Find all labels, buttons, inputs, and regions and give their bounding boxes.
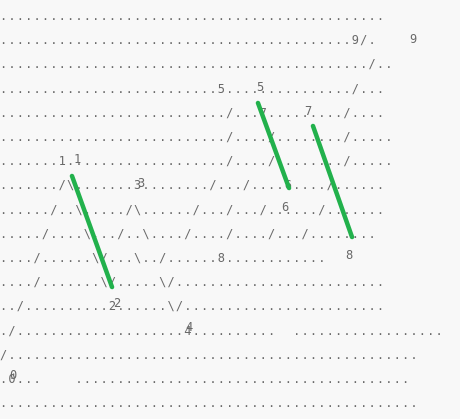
ascii-row: ..../......\/...\../......8............ xyxy=(0,251,327,265)
point-label-3: 3 xyxy=(138,176,146,190)
point-label-8: 8 xyxy=(346,248,354,262)
ascii-row: ........................................… xyxy=(0,9,386,23)
ascii-row: ........................................… xyxy=(0,57,394,72)
ascii-row: ........................................… xyxy=(0,33,377,48)
ascii-row: ./....................4.......... ......… xyxy=(0,323,444,338)
ascii-row: /.......................................… xyxy=(0,347,419,362)
ascii-row: ......./\.......3......../.../....6..../… xyxy=(0,178,386,193)
ascii-row: ....../..\...../\....../.../.../....../.… xyxy=(0,202,386,217)
point-label-6: 6 xyxy=(282,200,290,214)
ascii-row: .0... ..................................… xyxy=(0,372,411,386)
ascii-row: .........................../...7........… xyxy=(0,105,386,120)
point-label-0: 0 xyxy=(10,368,18,382)
point-label-7: 7 xyxy=(305,104,313,118)
point-label-5: 5 xyxy=(257,80,265,94)
point-label-2: 2 xyxy=(114,296,122,310)
ascii-row: ...../....\.../..\..../..../..../.../...… xyxy=(0,226,377,241)
point-label-9: 9 xyxy=(410,32,418,46)
ascii-row: ........................................… xyxy=(0,396,419,411)
ascii-row: ..../.......\/.....\/...................… xyxy=(0,275,386,290)
ascii-row: ..........................5.............… xyxy=(0,81,386,96)
point-label-1: 1 xyxy=(74,152,82,166)
point-label-4: 4 xyxy=(186,320,194,334)
ascii-row: .......1.................../..../.......… xyxy=(0,154,394,169)
ascii-row: .........................../..../.......… xyxy=(0,130,394,144)
ascii-row: ../..........2......\/..................… xyxy=(0,299,386,314)
